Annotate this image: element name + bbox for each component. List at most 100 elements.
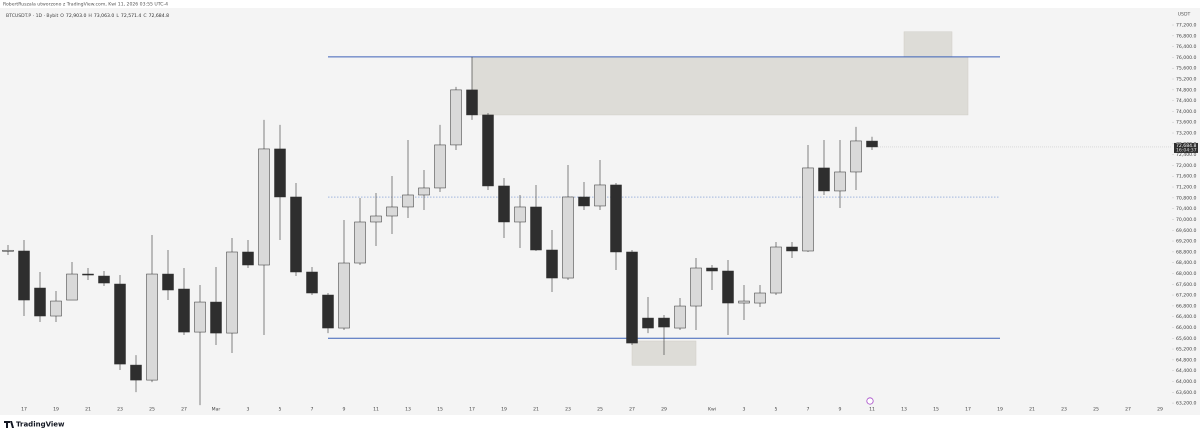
candle-body [466,89,478,116]
candle-body [50,300,62,317]
candle-body [610,184,622,253]
event-marker[interactable] [866,397,874,405]
candle-body [2,249,14,252]
candle-body [658,317,670,328]
candle-body [674,305,686,329]
ohlc-value: 72,571.4 [121,13,142,19]
x-tick-label: 11 [869,407,875,413]
candle-body [514,206,526,223]
y-tick-label: 76,000.0 [1176,55,1197,61]
candle-body [82,273,94,276]
candle-body [642,317,654,329]
y-tick-label: 76,400.0 [1176,44,1197,50]
candle-body [130,364,142,381]
y-tick-label: 72,000.0 [1176,163,1197,169]
candle-body [450,89,462,146]
candle-body [578,196,590,207]
y-tick-label: 68,000.0 [1176,271,1197,277]
candle-body [866,140,878,148]
y-tick-label: 67,200.0 [1176,293,1197,299]
candle-body [210,301,222,334]
candle-body [258,148,270,266]
candle-body [370,215,382,223]
x-tick-label: 27 [1125,407,1131,413]
y-tick-label: 70,000.0 [1176,217,1197,223]
x-tick-label: 9 [839,407,842,413]
x-tick-label: 23 [565,407,571,413]
x-tick-label: 3 [247,407,250,413]
ohlc-key: L [116,13,119,19]
candle-body [18,250,30,301]
zone [903,31,953,58]
candle-body [226,251,238,334]
ohlc-value: 72,684.8 [149,13,170,19]
x-tick-label: 19 [997,407,1003,413]
y-tick-label: 63,600.0 [1176,390,1197,396]
logo-mark [4,421,14,428]
candle-body [402,194,414,208]
x-tick-label: Mar [212,407,221,413]
x-tick-label: 29 [1157,407,1163,413]
x-tick-label: 17 [469,407,475,413]
y-tick-label: 75,200.0 [1176,77,1197,83]
candle-body [98,275,110,284]
candle-body [706,267,718,272]
candle-body [418,187,430,196]
candle-body [66,273,78,301]
candle-body [306,271,318,294]
y-tick-label: 74,400.0 [1176,98,1197,104]
symbol-legend: BTCUSDT.P · 1D · Bybit O 72,903.0 H 73,063.0… [6,13,169,19]
candle-body [242,251,254,266]
candle-body [722,270,734,304]
x-tick-label: 17 [21,407,27,413]
y-tick-label: 71,200.0 [1176,185,1197,191]
y-tick-label: 69,200.0 [1176,239,1197,245]
candle-body [818,167,830,192]
y-tick-label: 74,000.0 [1176,109,1197,115]
author-line: RobertRuszala utworzono z TradingView.co… [3,2,168,8]
y-tick-label: 75,600.0 [1176,66,1197,72]
candle-body [802,167,814,252]
candle-body [162,273,174,291]
x-tick-label: 25 [1093,407,1099,413]
y-tick-label: 65,200.0 [1176,347,1197,353]
candle-body [530,206,542,251]
x-tick-label: 15 [933,407,939,413]
x-tick-label: 19 [53,407,59,413]
candle-body [594,184,606,207]
x-tick-label: 9 [343,407,346,413]
last-price-box [1174,142,1198,153]
y-tick-label: 65,600.0 [1176,336,1197,342]
candle-body [354,221,366,264]
y-tick-label: 63,200.0 [1176,401,1197,407]
candle-body [322,294,334,329]
candle-body [290,196,302,273]
x-tick-label: 23 [117,407,123,413]
y-tick-label: 70,800.0 [1176,195,1197,201]
candle-body [338,262,350,329]
candle-body [34,287,46,317]
zone [471,56,969,116]
y-tick-label: 64,000.0 [1176,379,1197,385]
x-tick-label: 7 [807,407,810,413]
y-tick-label: 74,800.0 [1176,87,1197,93]
x-tick-label: 27 [181,407,187,413]
brand-name: TradingView [16,421,65,429]
candle-body [114,283,126,365]
x-tick-label: 23 [1061,407,1067,413]
x-tick-label: 29 [661,407,667,413]
y-tick-label: 68,800.0 [1176,249,1197,255]
x-tick-label: 13 [405,407,411,413]
x-tick-label: Kwi [708,407,716,413]
ohlc-key: C [143,13,146,19]
x-tick-label: 17 [965,407,971,413]
y-tick-label: 76,800.0 [1176,33,1197,39]
candle-body [194,301,206,333]
candle-body [562,196,574,279]
x-tick-label: 19 [501,407,507,413]
x-tick-label: 21 [533,407,539,413]
y-tick-label: 66,000.0 [1176,325,1197,331]
y-tick-label: 69,600.0 [1176,228,1197,234]
